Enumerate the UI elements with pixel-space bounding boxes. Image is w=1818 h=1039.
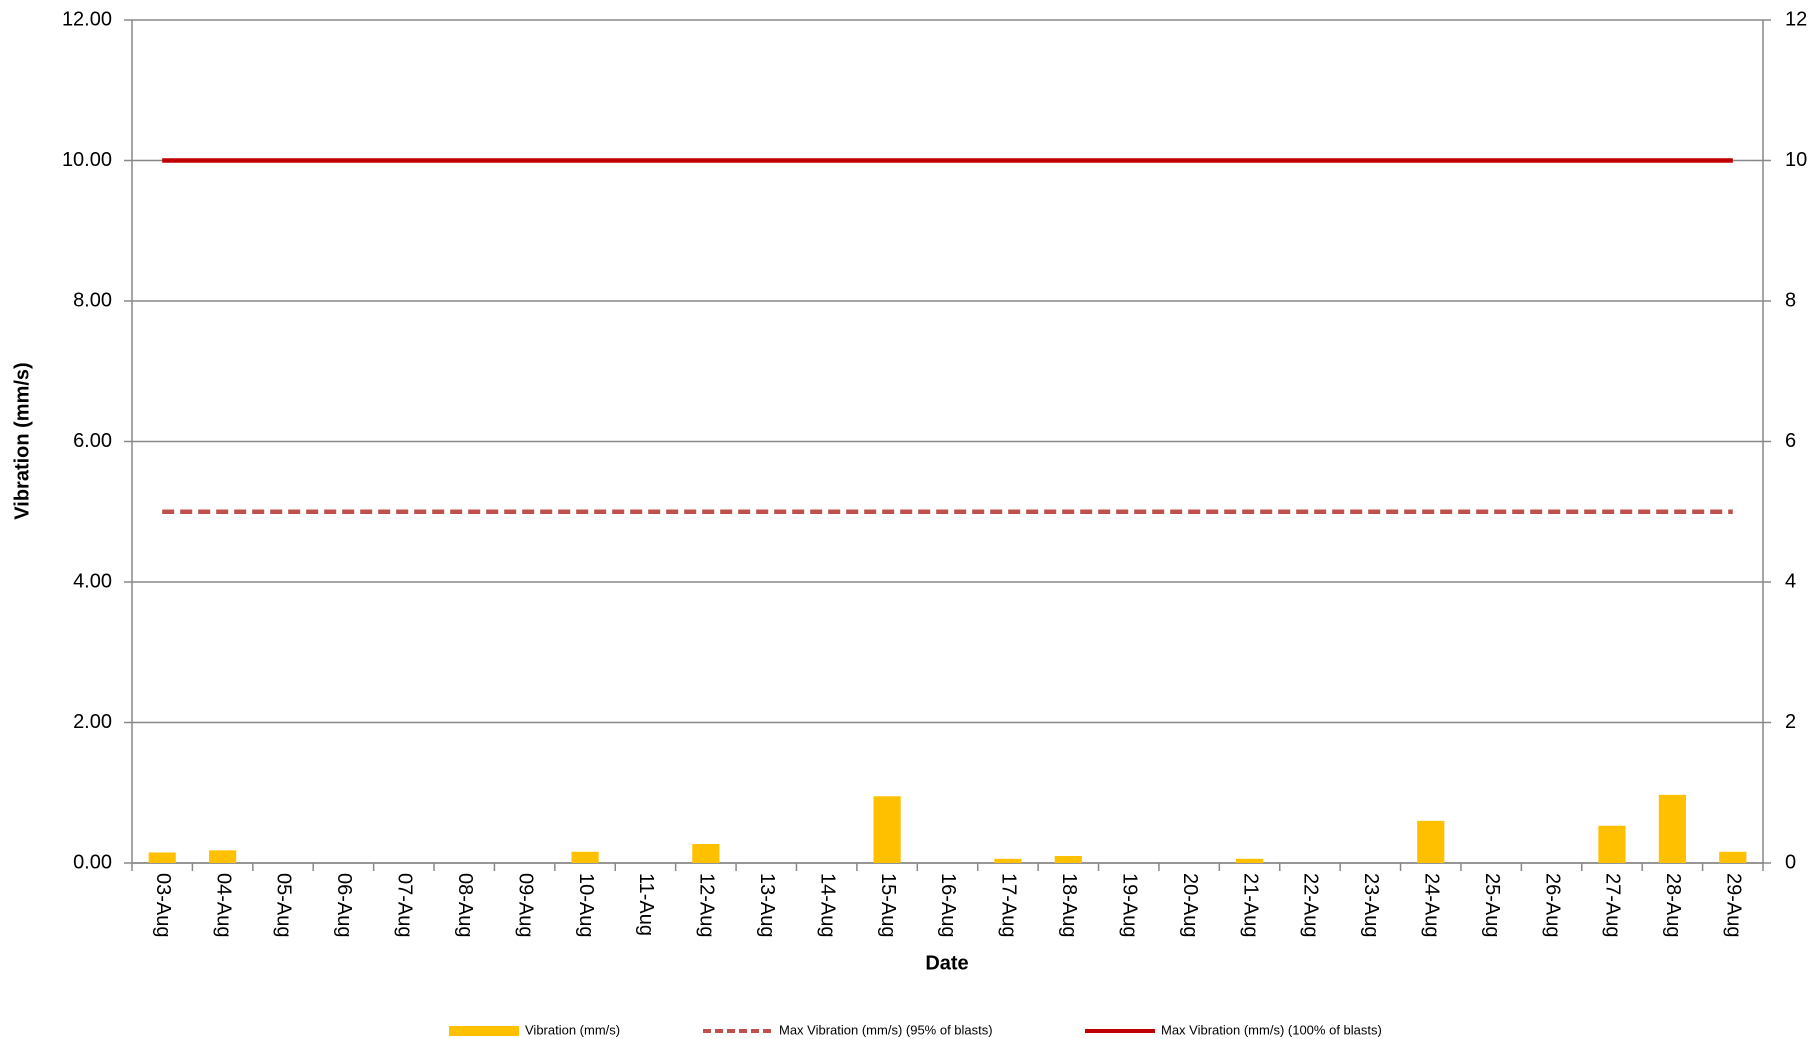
- x-tick-label: 13-Aug: [756, 873, 778, 938]
- x-tick-label: 22-Aug: [1300, 873, 1322, 938]
- bar: [692, 844, 720, 863]
- bar: [994, 858, 1022, 863]
- x-tick-label: 19-Aug: [1118, 873, 1140, 938]
- x-tick-label: 25-Aug: [1481, 873, 1503, 938]
- x-axis-title: Date: [925, 952, 968, 974]
- x-tick-label: 18-Aug: [1058, 873, 1080, 938]
- y-tick-label: 8.00: [73, 289, 112, 311]
- x-tick-label: 29-Aug: [1723, 873, 1745, 938]
- y2-tick-label: 6: [1785, 430, 1796, 452]
- x-tick-label: 04-Aug: [212, 873, 234, 938]
- x-tick-label: 15-Aug: [877, 873, 899, 938]
- bar: [1719, 851, 1747, 863]
- y-tick-label: 0.00: [73, 851, 112, 873]
- y2-tick-label: 4: [1785, 570, 1796, 592]
- x-tick-label: 08-Aug: [454, 873, 476, 938]
- bar: [1598, 825, 1626, 863]
- bar: [1054, 855, 1082, 863]
- x-tick-label: 24-Aug: [1420, 873, 1442, 938]
- y-tick-label: 12.00: [62, 8, 112, 30]
- y2-tick-label: 8: [1785, 289, 1796, 311]
- y-tick-label: 4.00: [73, 570, 112, 592]
- x-tick-label: 11-Aug: [635, 873, 657, 936]
- bar: [1235, 858, 1264, 863]
- y-tick-label: 6.00: [73, 430, 112, 452]
- x-tick-label: 23-Aug: [1360, 873, 1382, 938]
- x-tick-label: 14-Aug: [816, 873, 838, 938]
- bar: [873, 796, 901, 863]
- x-tick-label: 17-Aug: [998, 873, 1020, 938]
- x-tick-label: 28-Aug: [1662, 873, 1684, 938]
- x-tick-label: 26-Aug: [1541, 873, 1563, 938]
- x-tick-label: 16-Aug: [937, 873, 959, 938]
- y-tick-label: 2.00: [73, 711, 112, 733]
- legend-swatch: [449, 1026, 519, 1036]
- bar: [1658, 794, 1686, 863]
- bar: [571, 851, 599, 863]
- x-tick-label: 10-Aug: [575, 873, 597, 938]
- x-tick-label: 09-Aug: [514, 873, 536, 938]
- y2-tick-label: 12: [1785, 8, 1807, 30]
- x-tick-label: 12-Aug: [696, 873, 718, 938]
- x-tick-label: 27-Aug: [1602, 873, 1624, 938]
- x-tick-label: 03-Aug: [152, 873, 174, 938]
- x-tick-label: 06-Aug: [333, 873, 355, 938]
- bar: [1417, 820, 1445, 863]
- x-tick-label: 21-Aug: [1239, 873, 1261, 938]
- y-tick-label: 10.00: [62, 149, 112, 171]
- legend-label: Max Vibration (mm/s) (100% of blasts): [1161, 1022, 1382, 1037]
- x-tick-label: 07-Aug: [394, 873, 416, 938]
- bar: [148, 852, 176, 863]
- y2-tick-label: 10: [1785, 149, 1807, 171]
- legend-label: Max Vibration (mm/s) (95% of blasts): [779, 1022, 993, 1037]
- y-axis-title: Vibration (mm/s): [11, 362, 33, 519]
- bar: [209, 850, 237, 863]
- y2-tick-label: 0: [1785, 851, 1796, 873]
- x-tick-label: 20-Aug: [1179, 873, 1201, 938]
- legend-label: Vibration (mm/s): [525, 1022, 620, 1037]
- x-tick-label: 05-Aug: [273, 873, 295, 938]
- y2-tick-label: 2: [1785, 711, 1796, 733]
